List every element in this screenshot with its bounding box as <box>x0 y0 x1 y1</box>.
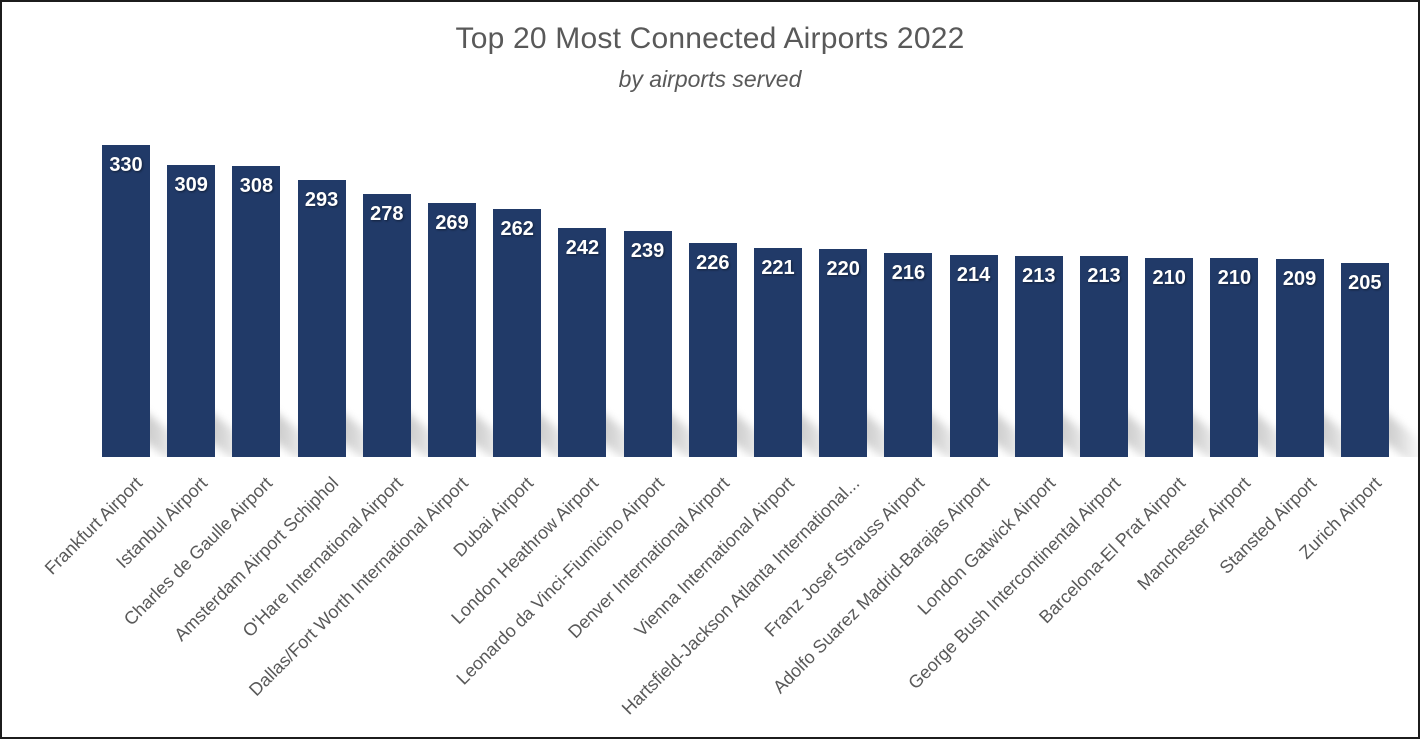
bar: 309 <box>167 164 216 457</box>
x-axis-tick-label: Manchester Airport <box>1133 473 1255 594</box>
bar-value-label: 216 <box>891 261 926 284</box>
bar: 226 <box>688 243 737 457</box>
bar-value-label: 209 <box>1282 268 1317 291</box>
bar-value-label: 221 <box>761 257 795 280</box>
bar-value-label: 220 <box>826 258 860 280</box>
bar: 205 <box>1340 263 1389 457</box>
bar: 242 <box>558 228 607 457</box>
bar: 209 <box>1275 259 1324 457</box>
bar-value-label: 213 <box>1087 264 1121 287</box>
bar: 214 <box>949 254 998 457</box>
bar-value-label: 210 <box>1152 267 1186 290</box>
bar: 213 <box>1014 255 1063 457</box>
bar-value-label: 239 <box>630 240 665 263</box>
bar: 216 <box>884 252 933 457</box>
bar: 210 <box>1145 258 1194 457</box>
bar-value-label: 213 <box>1022 264 1056 287</box>
bar: 239 <box>623 231 672 457</box>
bar-value-label: 226 <box>696 252 730 275</box>
bar-value-label: 205 <box>1348 272 1382 295</box>
bar: 210 <box>1210 258 1259 457</box>
bar: 308 <box>232 165 281 457</box>
bar-value-label: 242 <box>565 237 600 260</box>
bar-value-label: 214 <box>956 263 991 286</box>
bar-value-label: 308 <box>239 174 274 197</box>
bar-value-label: 210 <box>1217 267 1252 290</box>
bar: 220 <box>819 249 868 457</box>
bar-value-label: 293 <box>304 188 339 211</box>
bar-value-label: 262 <box>500 218 534 241</box>
bar: 221 <box>754 248 802 457</box>
bar: 278 <box>362 194 411 457</box>
bar-value-label: 269 <box>435 211 469 234</box>
bar: 330 <box>102 145 150 457</box>
chart-title: Top 20 Most Connected Airports 2022 <box>455 22 965 55</box>
bar-value-label: 278 <box>370 203 404 226</box>
bar: 213 <box>1080 255 1128 457</box>
bar: 269 <box>428 202 476 457</box>
bar: 293 <box>297 179 346 457</box>
bar-value-label: 330 <box>109 154 143 176</box>
bar: 262 <box>493 209 542 457</box>
bar-value-label: 309 <box>174 173 208 196</box>
x-axis-tick-label: Hartsfield-Jackson Atlanta International… <box>617 473 864 719</box>
chart-subtitle: by airports served <box>618 66 802 92</box>
